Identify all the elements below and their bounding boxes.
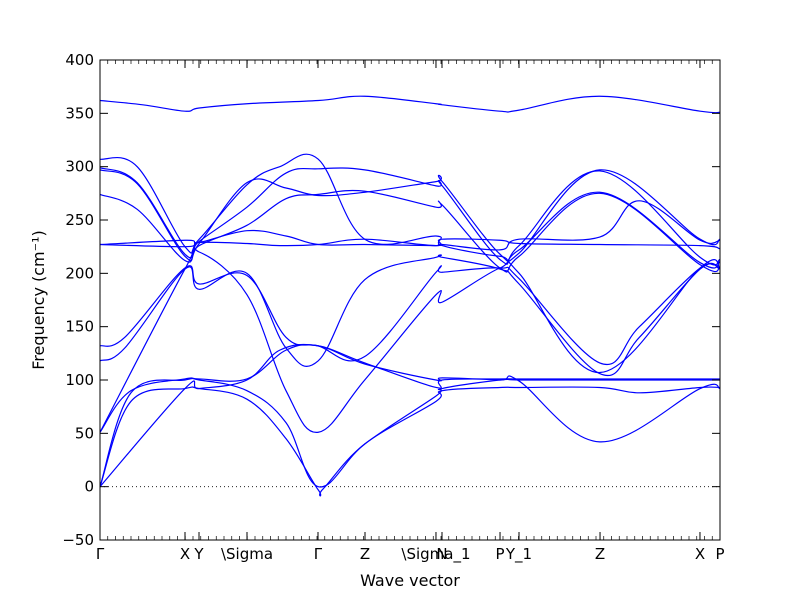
phonon-branch-7 xyxy=(99,238,721,250)
y-tick-label: 250 xyxy=(65,211,94,229)
x-tick-label: Y_1 xyxy=(505,545,532,564)
y-tick-label: 350 xyxy=(65,104,94,122)
y-tick-label: 150 xyxy=(65,318,94,336)
x-tick-label: \Sigma xyxy=(221,545,273,563)
plot-background xyxy=(100,60,720,540)
x-tick-label: Z xyxy=(360,545,370,563)
phonon-branch-13 xyxy=(99,386,721,497)
plot-frame xyxy=(99,59,721,541)
x-tick-label: X xyxy=(180,545,190,563)
x-tick-label: \Sigma_1 xyxy=(401,545,470,564)
y-tick-labels: −50 0 50 100 150 200 250 300 350 400 xyxy=(62,51,94,549)
series-layer xyxy=(99,95,721,497)
y-tick-label: 400 xyxy=(65,51,94,69)
x-tick-label: Z xyxy=(595,545,605,563)
x-tick-label: N xyxy=(436,545,447,563)
phonon-branch-14 xyxy=(99,343,721,488)
x-tick-label: Γ xyxy=(96,545,105,563)
phonon-branch-1 xyxy=(99,95,721,114)
x-tick-label: Y xyxy=(193,545,204,563)
y-tick-label: 100 xyxy=(65,371,94,389)
x-axis-label: Wave vector xyxy=(360,571,460,590)
y-tick-label: 300 xyxy=(65,158,94,176)
x-tick-label: Γ xyxy=(314,545,323,563)
phonon-branch-10 xyxy=(99,245,721,433)
y-tick-label: 50 xyxy=(75,424,94,442)
x-tick-label: X xyxy=(695,545,705,563)
x-tick-label: P xyxy=(715,545,724,563)
x-tick-labels: Γ X Y \Sigma Γ Z \Sigma_1N P Y_1 Z X P xyxy=(96,545,725,564)
x-tick-label: P xyxy=(496,545,505,563)
y-tick-label: 200 xyxy=(65,264,94,282)
phonon-branch-5 xyxy=(99,189,721,273)
y-tick-label: −50 xyxy=(62,531,94,549)
y-axis-label: Frequency (cm⁻¹) xyxy=(29,230,48,369)
phonon-branch-9 xyxy=(99,254,721,377)
y-tick-label: 0 xyxy=(84,478,94,496)
